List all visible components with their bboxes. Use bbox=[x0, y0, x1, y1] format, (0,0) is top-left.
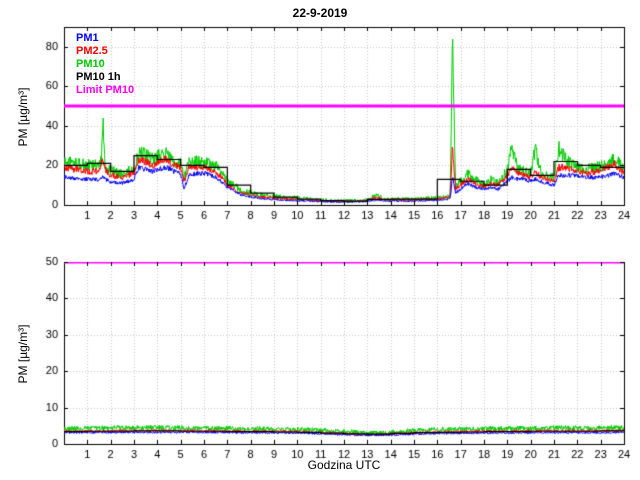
legend: PM1 PM2.5 PM10 PM10 1h Limit PM10 bbox=[76, 32, 134, 97]
legend-item-limit-pm10: Limit PM10 bbox=[76, 84, 135, 96]
y-axis-label-bottom: PM [µg/m³] bbox=[16, 324, 30, 384]
legend-item-pm25: PM2.5 bbox=[76, 45, 108, 57]
x-axis-label: Godzina UTC bbox=[307, 458, 381, 472]
legend-item-pm10: PM10 bbox=[76, 58, 105, 70]
y-axis-label-top: PM [µg/m³] bbox=[16, 87, 30, 147]
legend-item-pm10-1h: PM10 1h bbox=[76, 71, 121, 83]
chart-title: 22-9-2019 bbox=[292, 6, 348, 20]
legend-item-pm1: PM1 bbox=[76, 32, 99, 44]
